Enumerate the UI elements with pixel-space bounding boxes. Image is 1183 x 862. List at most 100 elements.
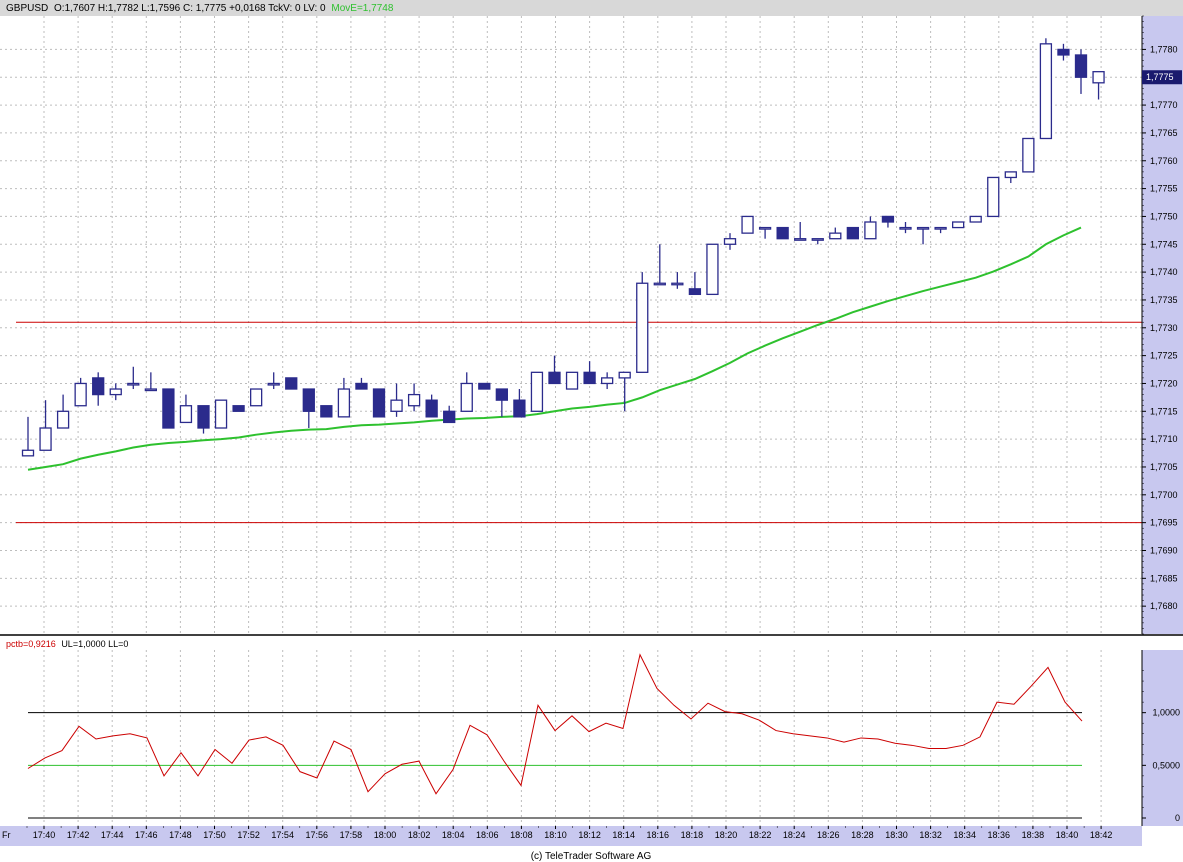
candle	[197, 405, 210, 434]
candle-body	[513, 399, 526, 418]
price-tick-label: 1,7685	[1150, 573, 1178, 583]
candle-body	[460, 382, 473, 412]
header-symbol-ohlc: GBPUSD O:1,7607 H:1,7782 L:1,7596 C: 1,7…	[6, 3, 394, 14]
indicator-header-bar	[0, 636, 1142, 650]
ohlc-values: O:1,7607 H:1,7782 L:1,7596 C: 1,7775 +0,…	[54, 3, 326, 14]
time-tick-label: 18:32	[919, 830, 942, 840]
candle-body	[443, 410, 456, 424]
time-tick-label: 18:22	[749, 830, 772, 840]
time-tick-label: 17:42	[67, 830, 90, 840]
candle	[285, 377, 298, 390]
candle-body	[1039, 43, 1053, 140]
time-axis-ticks: 17:40 17:42 17:44 17:46 17:48 17:50 17:52 17:54…	[26, 826, 1113, 840]
candle-body	[899, 226, 912, 230]
header-bar	[0, 0, 1183, 16]
candle	[179, 394, 193, 424]
time-tick-label: 18:16	[647, 830, 670, 840]
candle	[56, 394, 70, 429]
indicator-axis-ticks: 0 0,5000 1,0000	[1141, 650, 1180, 826]
time-tick-label: 18:20	[715, 830, 738, 840]
candle-body	[495, 388, 509, 401]
candle	[688, 272, 702, 296]
candle	[1039, 38, 1053, 140]
candle	[969, 215, 982, 223]
price-tick-label: 1,7680	[1150, 601, 1178, 611]
price-plot-area[interactable]	[0, 16, 1142, 634]
time-tick-label: 17:50	[203, 830, 226, 840]
candle-body	[706, 243, 719, 296]
candle-body	[1022, 137, 1035, 173]
time-tick-label: 18:26	[817, 830, 840, 840]
time-tick-label: 17:58	[340, 830, 363, 840]
price-tick-label: 1,7750	[1150, 211, 1178, 221]
price-tick-label: 1,7710	[1150, 434, 1178, 444]
candle-body	[407, 393, 421, 407]
time-tick-label: 18:18	[681, 830, 704, 840]
candle-body	[232, 405, 245, 412]
candle-body	[56, 410, 70, 429]
candle-body	[1092, 71, 1105, 84]
candle	[21, 416, 35, 457]
candle	[794, 222, 807, 241]
candle	[864, 216, 877, 240]
candle	[513, 389, 526, 418]
candle-body	[302, 388, 315, 412]
time-tick-label: 17:54	[271, 830, 294, 840]
indicator-legend: pctb=0,9216 UL=1,0000 LL=0	[6, 639, 128, 649]
candles	[21, 38, 1105, 457]
candle	[39, 400, 52, 451]
price-tick-label: 1,7700	[1150, 490, 1178, 500]
time-tick-label: 18:14	[612, 830, 635, 840]
candle-body	[618, 371, 631, 379]
candle	[249, 388, 263, 407]
time-tick-label: 18:38	[1022, 830, 1045, 840]
candle-body	[337, 388, 351, 418]
time-tick-label: 18:06	[476, 830, 499, 840]
candle-body	[109, 388, 122, 396]
bands-legend-label: UL=1,0000 LL=0	[61, 639, 128, 649]
candle-body	[811, 238, 824, 241]
candle-body	[1057, 48, 1070, 56]
indicator-tick-label: 0	[1175, 813, 1180, 823]
candle	[127, 366, 140, 390]
price-tick-label: 1,7765	[1150, 128, 1178, 138]
time-tick-label: 17:52	[237, 830, 260, 840]
time-tick-label: 18:02	[408, 830, 431, 840]
candle	[1057, 43, 1070, 61]
time-tick-label: 18:04	[442, 830, 465, 840]
candle	[337, 377, 351, 418]
candle-body	[916, 226, 930, 230]
candle-body	[179, 405, 193, 424]
candle-body	[864, 221, 877, 240]
candle-body	[601, 377, 614, 385]
candle	[601, 372, 614, 390]
moving-average	[27, 226, 1082, 471]
candle-body	[776, 226, 789, 240]
candle	[952, 221, 965, 229]
candle-body	[249, 388, 263, 407]
candle-body	[671, 282, 684, 286]
horizontal-lines	[16, 321, 1142, 524]
candle	[653, 244, 666, 286]
candle	[495, 388, 509, 417]
price-tick-label: 1,7705	[1150, 462, 1178, 472]
price-axis-ticks: 1,7680 1,7685 1,7690 1,7695 1,7700 1,7705 1,77…	[1141, 15, 1178, 635]
time-tick-label: 18:42	[1090, 830, 1113, 840]
candle	[232, 405, 245, 412]
candle-body	[583, 371, 596, 385]
time-axis	[0, 826, 1142, 846]
pctb-series-line	[27, 653, 1083, 795]
price-tick-label: 1,7745	[1150, 239, 1178, 249]
candle	[530, 371, 544, 412]
candle-body	[214, 399, 228, 429]
time-tick-label: 18:12	[578, 830, 601, 840]
last-price-label: 1,7775	[1146, 72, 1174, 82]
ma-value-label: MovE=1,7748	[331, 3, 393, 14]
candle	[460, 372, 473, 412]
candle	[881, 215, 895, 228]
candle-body	[21, 449, 35, 457]
candle-body	[1074, 54, 1088, 78]
price-tick-label: 1,7715	[1150, 406, 1178, 416]
candle	[916, 226, 930, 245]
indicator-plot-area[interactable]	[0, 650, 1142, 826]
